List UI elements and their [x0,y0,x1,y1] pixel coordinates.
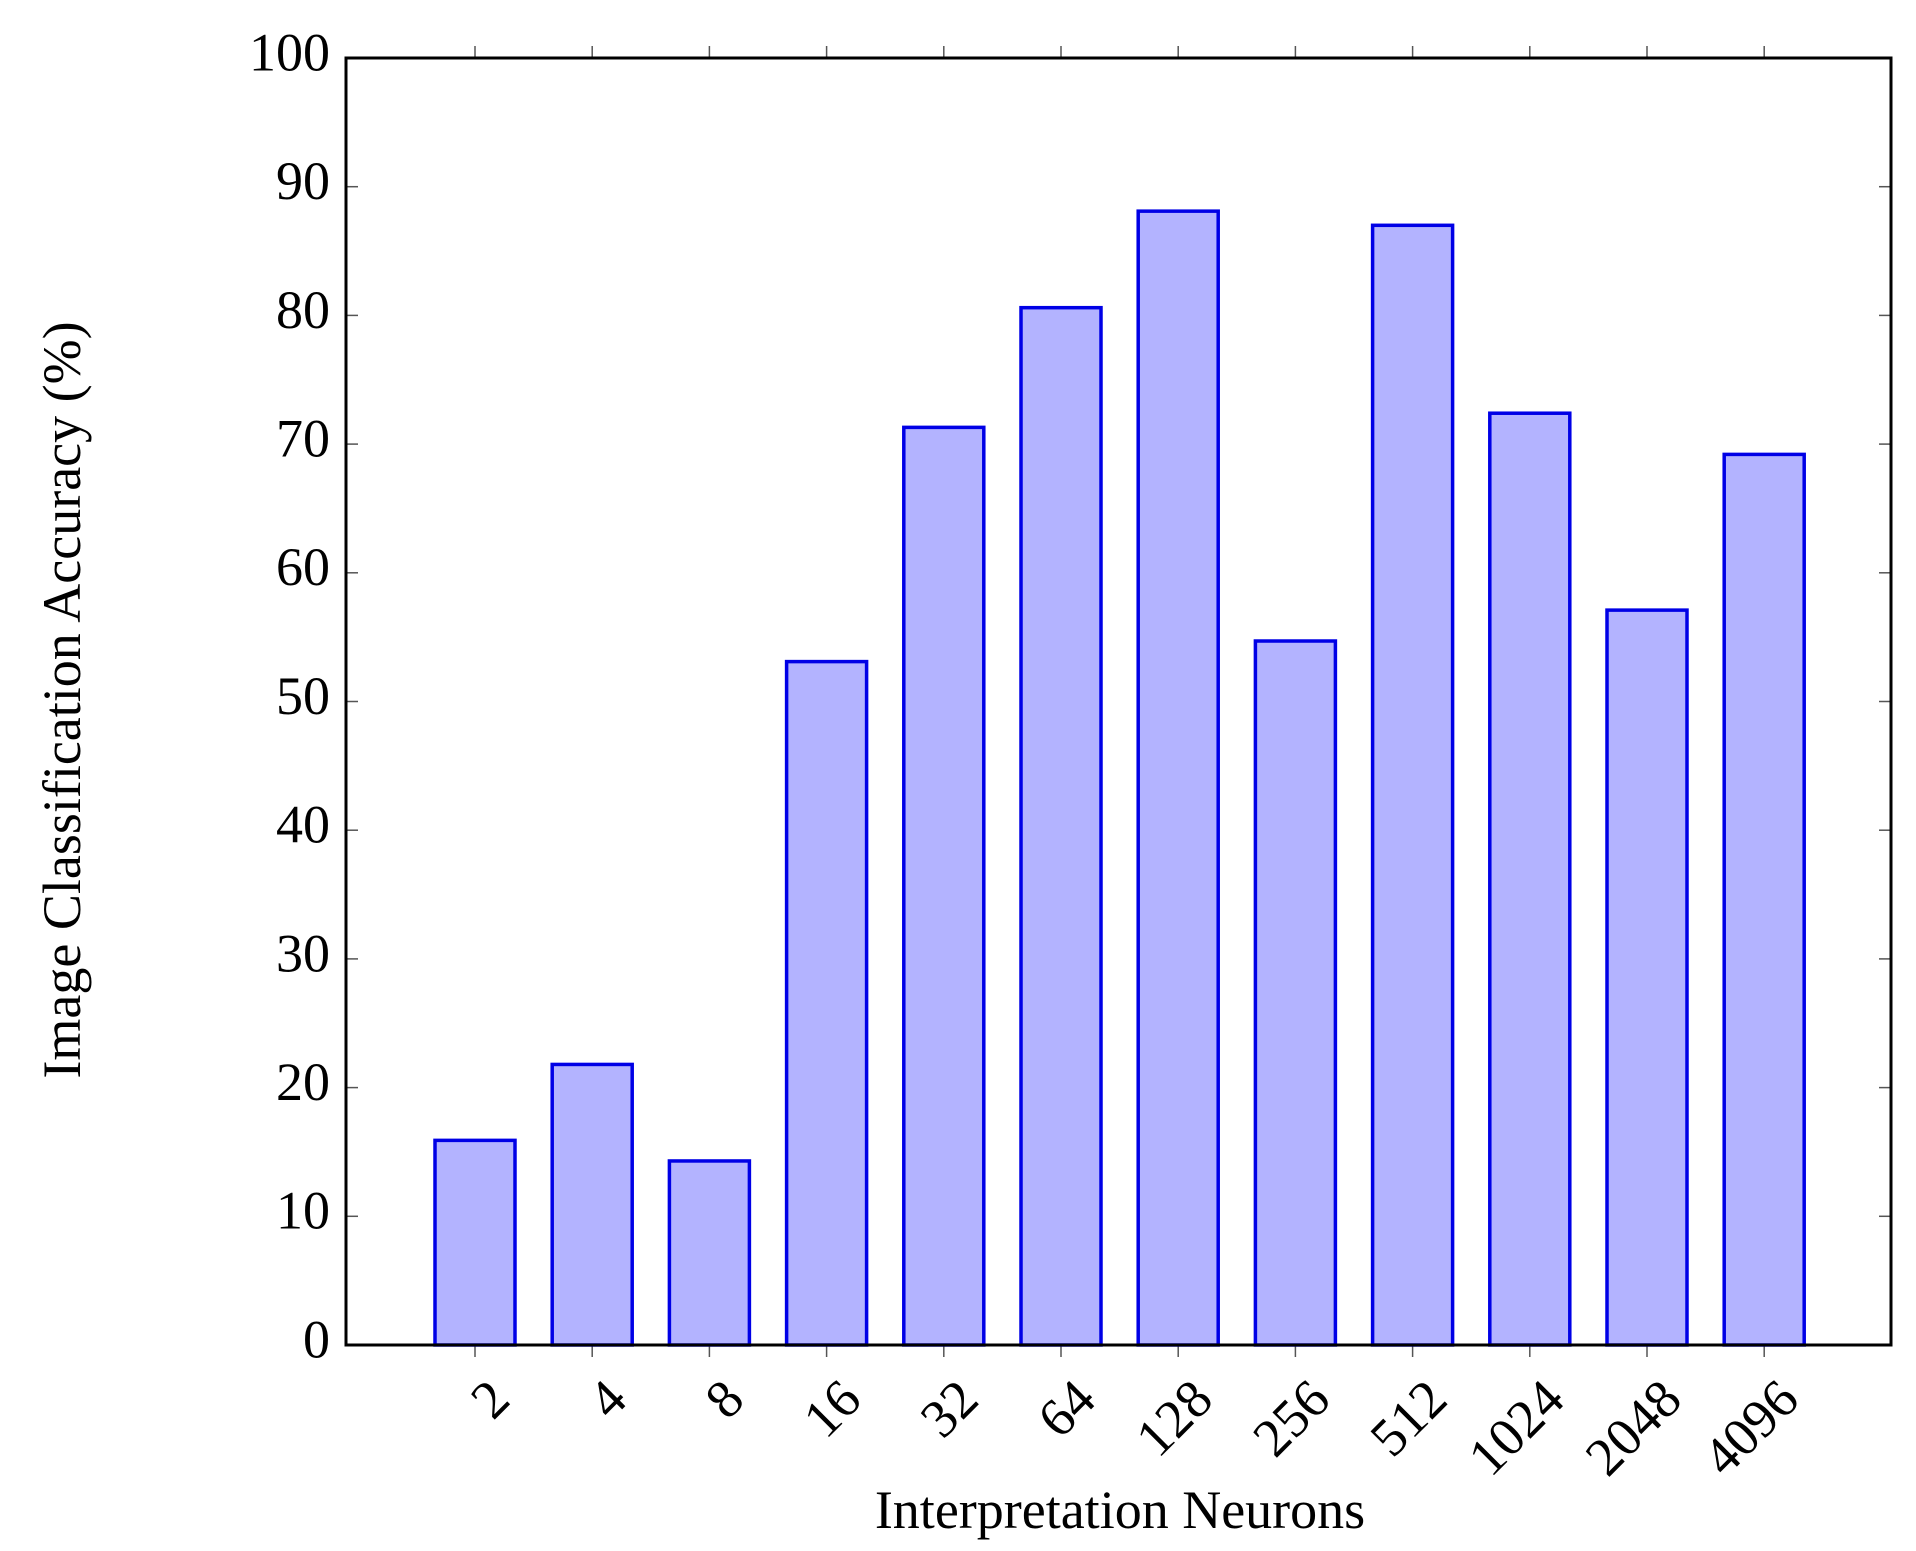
bar [1722,452,1806,1347]
y-tick-label: 20 [276,1052,330,1112]
y-tick-label: 80 [276,280,330,340]
y-axis-label: Image Classification Accuracy (%) [32,321,92,1078]
y-tick-label: 30 [276,923,330,983]
y-tick-label: 10 [276,1181,330,1241]
bar [1605,608,1689,1347]
bar [1370,223,1455,1347]
plot-frame [344,56,1893,1347]
x-tick-label: 16 [792,1368,873,1449]
x-tick-label: 32 [909,1368,990,1449]
bar [784,659,869,1347]
y-tick-label: 90 [276,151,330,211]
x-tick-label: 512 [1359,1368,1459,1468]
bar [1136,209,1220,1347]
bar [433,1138,517,1347]
y-tick-label: 100 [249,22,330,82]
bar [550,1062,634,1347]
y-tick-label: 70 [276,408,330,468]
y-tick-label: 60 [276,537,330,597]
x-tick-label: 4096 [1691,1368,1810,1487]
y-tick-label: 50 [276,666,330,726]
x-tick-label: 128 [1124,1368,1224,1468]
y-tick-label: 40 [276,795,330,855]
x-tick-label: 4 [576,1368,638,1430]
x-tick-label: 2048 [1574,1368,1693,1487]
x-tick-label: 2 [459,1368,521,1430]
x-tick-label: 256 [1241,1368,1341,1468]
bar [1488,411,1572,1347]
x-tick-label: 64 [1026,1368,1107,1449]
x-axis-label: Interpretation Neurons [875,1480,1365,1540]
bar [667,1159,752,1347]
bar [1253,639,1338,1347]
x-tick-label: 8 [694,1368,756,1430]
y-tick-label: 0 [303,1309,330,1369]
bar [902,425,986,1347]
bar [1019,305,1103,1347]
x-tick-label: 1024 [1457,1368,1576,1487]
